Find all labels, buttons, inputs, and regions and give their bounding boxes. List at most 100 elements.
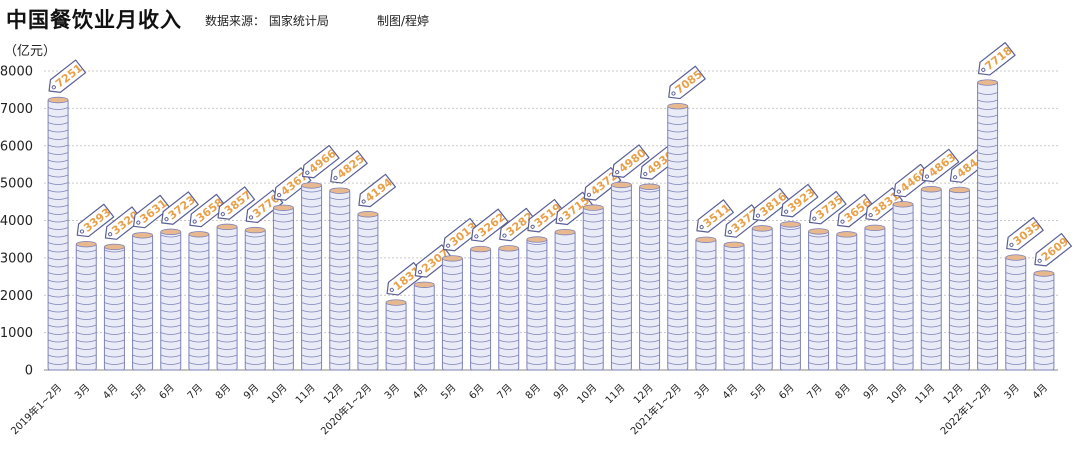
y-tick-label: 3000 [0,251,33,266]
coin-edge [76,309,97,313]
coin-edge [188,287,210,290]
coin-edge [1005,324,1026,328]
tag-hole [896,189,901,194]
coin-edge [357,309,379,313]
coin-edge [695,302,717,305]
coin-edge [667,182,688,185]
bar [920,186,942,371]
coin-edge [160,279,181,283]
coin-edge [301,227,322,230]
chart-author: 制图/程婷 [377,14,430,28]
coin-edge [864,257,886,260]
coin-edge [667,317,688,320]
coin-top [977,79,998,86]
coin-edge [442,347,463,350]
coin-edge [667,279,688,283]
coin-edge [498,294,519,298]
coin-edge [498,272,519,275]
coin-top [582,204,604,211]
coin-edge [498,287,519,290]
coin-edge [301,294,322,298]
coin-edge [329,219,350,223]
coin-edge [977,219,998,223]
coin-edge [949,279,970,283]
coin-edge [977,129,998,133]
coin-edge [892,294,914,298]
coin-edge [188,272,210,275]
coin-edge [949,204,970,208]
coin-edge [1033,332,1055,335]
bar [1033,270,1055,371]
coin-edge [273,302,294,305]
bar [554,228,576,371]
coin-top [892,201,914,208]
coin-edge [301,189,322,193]
coin-edge [301,302,322,305]
coin-edge [132,317,153,320]
x-tick-label: 5月 [748,382,768,402]
coin-edge [160,242,181,245]
coin-edge [526,347,548,350]
coin-edge [949,339,970,343]
bar [75,240,97,371]
coin-edge [1005,294,1026,298]
coin-edge [892,242,914,245]
coin-edge [245,324,266,328]
coin-edge [47,339,69,343]
coin-edge [752,287,773,290]
coin-edge [188,309,210,313]
coin-edge [554,362,576,365]
coin-edge [442,324,463,328]
coin-edge [695,287,717,290]
coin-edge [526,294,548,298]
coin-edge [442,332,463,335]
x-tick-label: 8月 [523,382,543,402]
coin-edge [329,294,350,298]
coin-edge [1005,302,1026,305]
x-tick-label: 12月 [631,382,656,407]
coin-edge [301,362,322,365]
coin-edge [723,287,745,290]
coin-edge [273,324,294,328]
coin-edge [977,197,998,200]
coin-edge [273,279,294,283]
coin-edge [1033,287,1055,290]
coin-edge [836,257,857,260]
coin-edge [414,317,435,320]
coin-edge [1033,339,1055,343]
bar [723,241,745,371]
coin-edge [611,347,632,350]
coin-top [751,225,773,232]
x-tick-label: 2020年1~2月 [318,381,374,437]
coin-edge [357,219,379,223]
coin-edge [583,294,604,298]
bar [526,236,548,371]
coin-edge [470,309,491,313]
x-tick-label: 12月 [321,382,346,407]
bar [582,204,604,371]
coin-top [216,223,238,231]
coin-edge [470,287,491,290]
coin-edge [808,257,829,260]
coin-edge [47,302,69,305]
coin-edge [780,339,801,343]
coin-edge [921,294,942,298]
coin-edge [752,347,773,350]
coin-edge [216,264,238,268]
bar [441,255,463,371]
coin-edge [695,272,717,275]
data-source: 数据来源： 国家统计局 [205,14,329,28]
coin-edge [188,332,210,335]
coin-edge [554,294,576,298]
coin-edge [188,257,210,260]
coin-edge [273,362,294,365]
coin-edge [470,294,491,298]
coin-edge [808,362,829,365]
coin-edge [301,219,322,223]
coin-edge [357,324,379,328]
coin-edge [752,354,773,358]
coin-edge [329,242,350,245]
tag-outline [470,208,509,243]
coin-edge [921,332,942,335]
coin-edge [752,302,773,305]
